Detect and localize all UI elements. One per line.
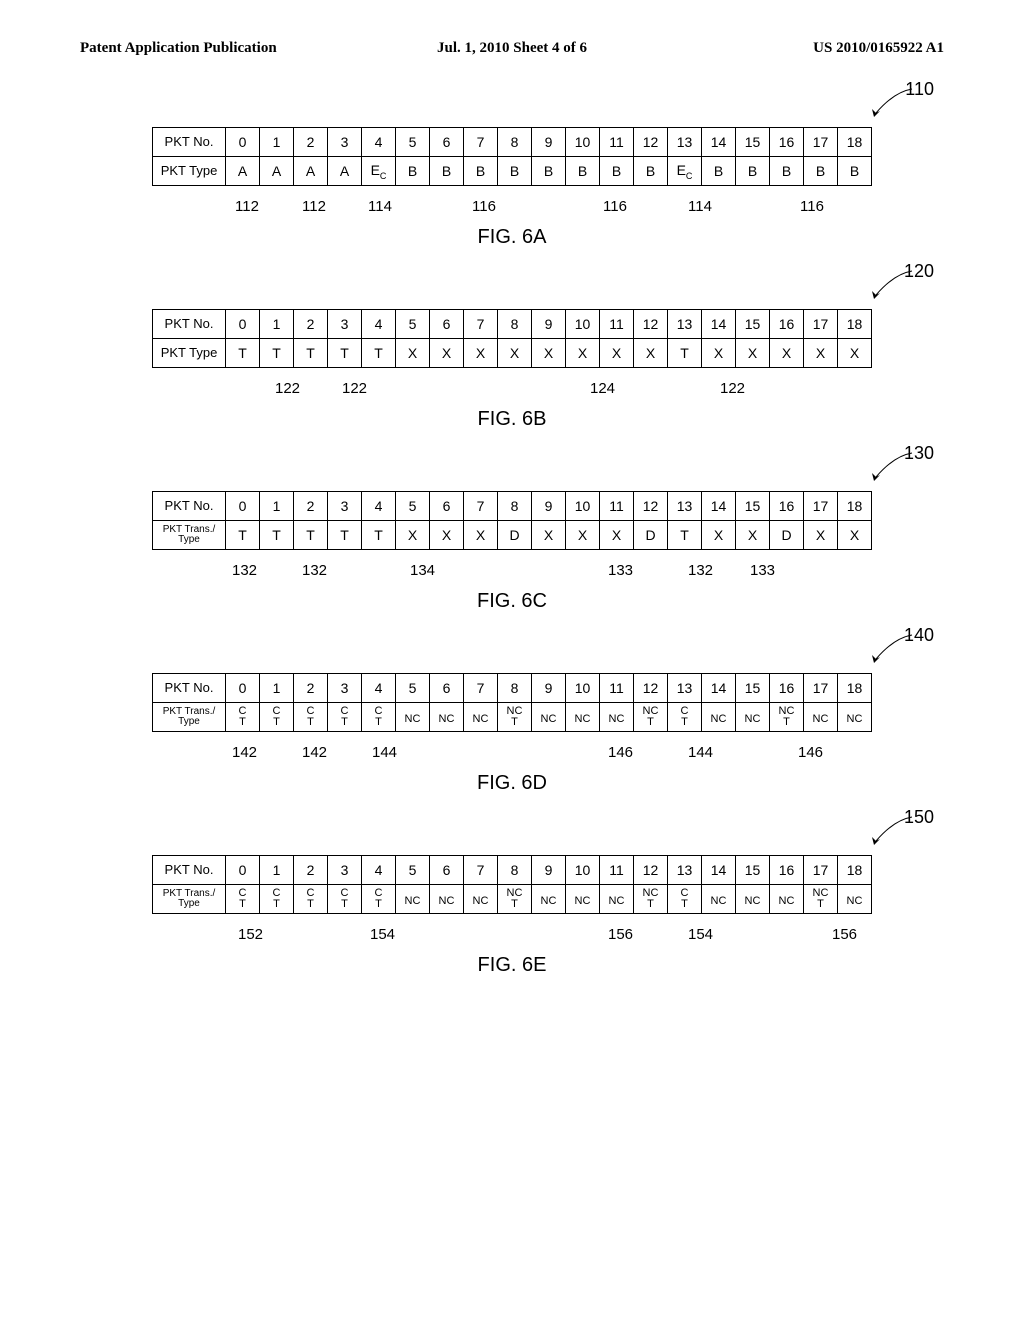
figure-6b: 120 PKT No. 0123456789101112131415161718… — [80, 309, 944, 431]
figure-6a: 110 PKT No. 0123456789101112131415161718… — [80, 127, 944, 249]
page-header: Patent Application Publication Jul. 1, 2… — [80, 40, 944, 57]
ref-num-130: 130 — [904, 443, 934, 464]
table-row: PKT Type AAAAECBBBBBBBBECBBBBB — [153, 157, 872, 186]
figure-6d: 140 PKT No. 0123456789101112131415161718… — [80, 673, 944, 795]
ref-num-110: 110 — [905, 79, 934, 100]
callouts-6d: 142 142 144 146 144 146 — [80, 732, 944, 766]
fig-caption: FIG. 6C — [80, 590, 944, 613]
callout: 116 — [472, 198, 496, 215]
callout: 116 — [603, 198, 627, 215]
figure-6c: 130 PKT No. 0123456789101112131415161718… — [80, 491, 944, 613]
table-row: PKT Trans./Type CT CT CT CT CT NC NC NC … — [153, 703, 872, 732]
table-6b: PKT No. 0123456789101112131415161718 PKT… — [152, 309, 872, 368]
table-row: PKT No. 0123456789101112131415161718 — [153, 128, 872, 157]
ref-num-150: 150 — [904, 807, 934, 828]
figure-6e: 150 PKT No. 0123456789101112131415161718… — [80, 855, 944, 977]
ref-num-140: 140 — [904, 625, 934, 646]
callout: 112 — [235, 198, 259, 215]
callouts-6a: 112 112 114 116 116 114 116 — [80, 186, 944, 220]
ref-num-120: 120 — [904, 261, 934, 282]
callout: 112 — [302, 198, 326, 215]
table-row: PKT No. 0123456789101112131415161718 — [153, 310, 872, 339]
table-row: PKT No. 0123456789101112131415161718 — [153, 856, 872, 885]
table-6a: PKT No. 0123456789101112131415161718 PKT… — [152, 127, 872, 186]
fig-caption: FIG. 6B — [80, 408, 944, 431]
fig-caption: FIG. 6D — [80, 772, 944, 795]
callout: 116 — [800, 198, 824, 215]
row-label: PKT Type — [153, 157, 226, 186]
callouts-6b: 122 122 124 122 — [80, 368, 944, 402]
fig-caption: FIG. 6A — [80, 226, 944, 249]
callouts-6c: 132 132 134 133 132 133 — [80, 550, 944, 584]
table-6d: PKT No. 0123456789101112131415161718 PKT… — [152, 673, 872, 732]
table-6e: PKT No. 0123456789101112131415161718 PKT… — [152, 855, 872, 914]
table-row: PKT No. 0123456789101112131415161718 — [153, 492, 872, 521]
header-center: Jul. 1, 2010 Sheet 4 of 6 — [368, 40, 656, 57]
table-row: PKT Type TTTTTXXXXXXXXTXXXXX — [153, 339, 872, 368]
table-row: PKT Trans./Type TTTTTXXXDXXXDTXXDXX — [153, 521, 872, 550]
table-row: PKT No. 0123456789101112131415161718 — [153, 674, 872, 703]
callout: 114 — [368, 198, 392, 215]
table-row: PKT Trans./Type CT CT CT CT CT NC NC NC … — [153, 885, 872, 914]
table-6c: PKT No. 0123456789101112131415161718 PKT… — [152, 491, 872, 550]
callouts-6e: 152 154 156 154 156 — [80, 914, 944, 948]
callout: 114 — [688, 198, 712, 215]
fig-caption: FIG. 6E — [80, 954, 944, 977]
cell-a0: A — [226, 157, 260, 186]
header-right: US 2010/0165922 A1 — [656, 40, 944, 57]
header-left: Patent Application Publication — [80, 40, 368, 57]
row-label: PKT No. — [153, 128, 226, 157]
